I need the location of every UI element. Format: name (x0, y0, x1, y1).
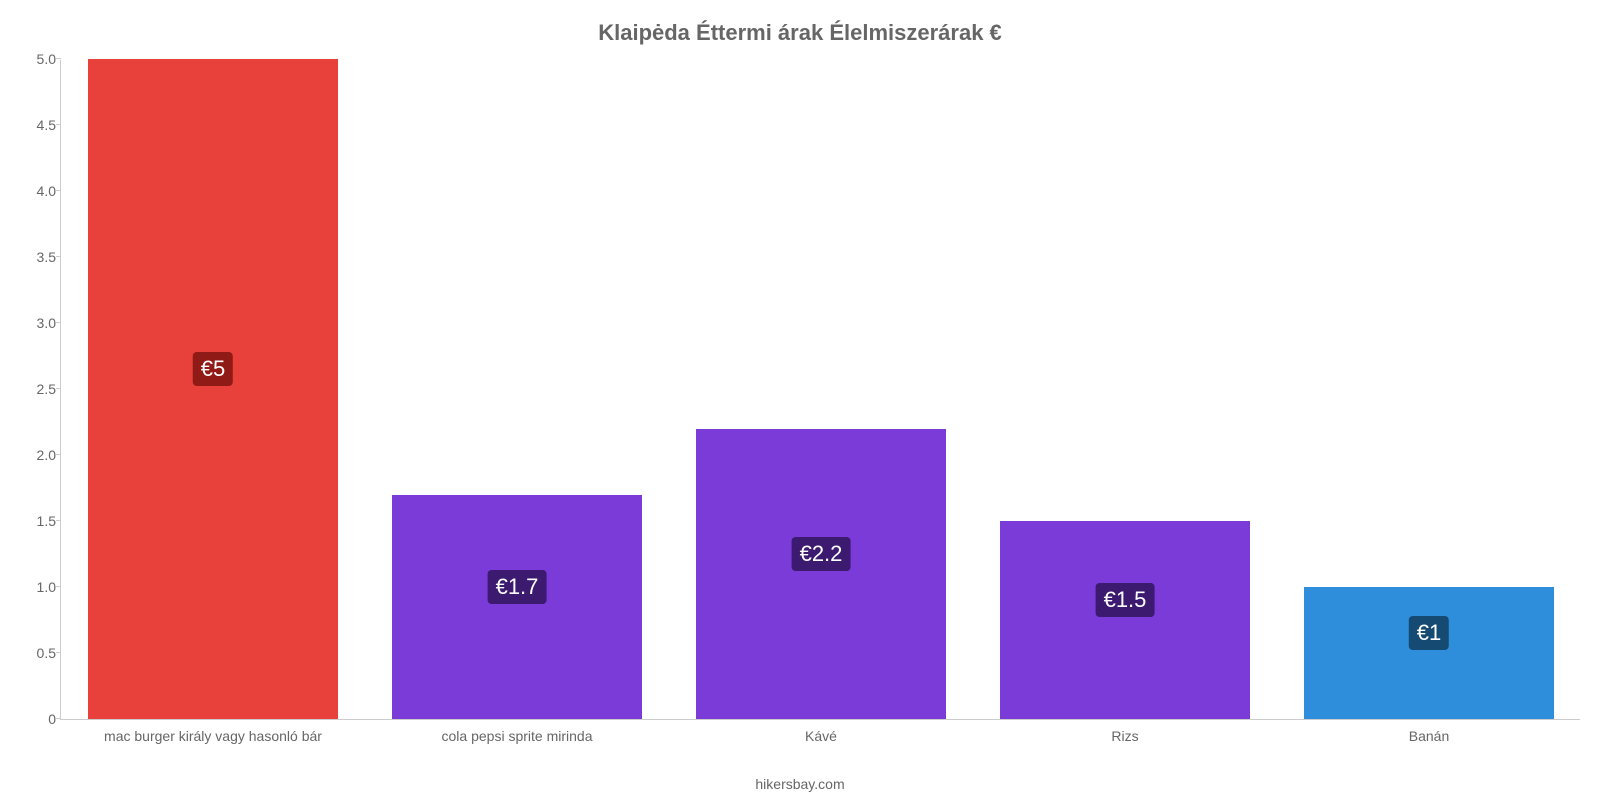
x-axis-category-label: cola pepsi sprite mirinda (442, 728, 593, 744)
y-axis-tick-label: 5.0 (21, 51, 56, 67)
y-axis-tick-label: 0 (21, 711, 56, 727)
bar (392, 495, 641, 719)
chart-source: hikersbay.com (0, 776, 1600, 792)
y-axis-tick-mark (56, 58, 61, 59)
bar (696, 429, 945, 719)
y-axis-tick-mark (56, 322, 61, 323)
chart-title: Klaipėda Éttermi árak Élelmiszerárak € (0, 20, 1600, 46)
y-axis-tick-label: 2.5 (21, 381, 56, 397)
y-axis-tick-mark (56, 256, 61, 257)
y-axis-tick-mark (56, 388, 61, 389)
y-axis-tick-mark (56, 718, 61, 719)
bar (1304, 587, 1553, 719)
y-axis-tick-label: 0.5 (21, 645, 56, 661)
y-axis-tick-mark (56, 586, 61, 587)
chart-container: Klaipėda Éttermi árak Élelmiszerárak € 0… (0, 0, 1600, 800)
bar-value-badge: €1 (1409, 616, 1449, 650)
y-axis-tick-mark (56, 520, 61, 521)
bar-value-badge: €5 (193, 352, 233, 386)
bar (1000, 521, 1249, 719)
x-axis-category-label: Banán (1409, 728, 1449, 744)
y-axis-tick-label: 3.5 (21, 249, 56, 265)
bar-value-badge: €1.7 (488, 570, 547, 604)
y-axis-tick-mark (56, 454, 61, 455)
y-axis-tick-label: 1.5 (21, 513, 56, 529)
bar (88, 59, 337, 719)
y-axis-tick-label: 2.0 (21, 447, 56, 463)
x-axis-category-label: Kávé (805, 728, 837, 744)
y-axis-tick-mark (56, 652, 61, 653)
x-axis-category-label: mac burger király vagy hasonló bár (104, 728, 322, 744)
plot-area: 00.51.01.52.02.53.03.54.04.55.0mac burge… (60, 60, 1580, 720)
x-axis-category-label: Rizs (1111, 728, 1138, 744)
y-axis-tick-mark (56, 124, 61, 125)
y-axis-tick-label: 1.0 (21, 579, 56, 595)
y-axis-tick-label: 3.0 (21, 315, 56, 331)
y-axis-tick-label: 4.5 (21, 117, 56, 133)
y-axis-tick-label: 4.0 (21, 183, 56, 199)
bar-value-badge: €2.2 (792, 537, 851, 571)
bar-value-badge: €1.5 (1096, 583, 1155, 617)
y-axis-tick-mark (56, 190, 61, 191)
